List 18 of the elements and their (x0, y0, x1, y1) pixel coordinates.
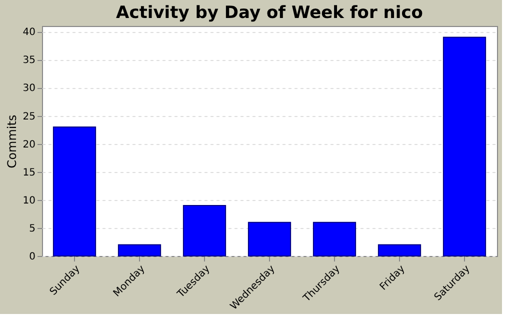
y-tick-label: 40 (22, 27, 36, 38)
bar (312, 222, 356, 256)
y-tick-label: 25 (22, 111, 36, 122)
y-axis-title: Commits (4, 114, 19, 168)
bar (442, 36, 486, 256)
bar (52, 126, 96, 256)
y-tick-label: 20 (22, 139, 36, 150)
bar (182, 205, 226, 256)
bar (378, 244, 422, 256)
y-tick-label: 0 (29, 252, 36, 262)
y-tick-label: 30 (22, 83, 36, 94)
y-tick-label: 35 (22, 55, 36, 66)
chart-title: Activity by Day of Week for nico (116, 3, 423, 23)
bar (118, 244, 162, 256)
y-tick-label: 10 (22, 195, 36, 206)
y-tick-label: 5 (29, 223, 36, 234)
bar (248, 222, 292, 256)
y-tick-label: 15 (22, 167, 36, 178)
